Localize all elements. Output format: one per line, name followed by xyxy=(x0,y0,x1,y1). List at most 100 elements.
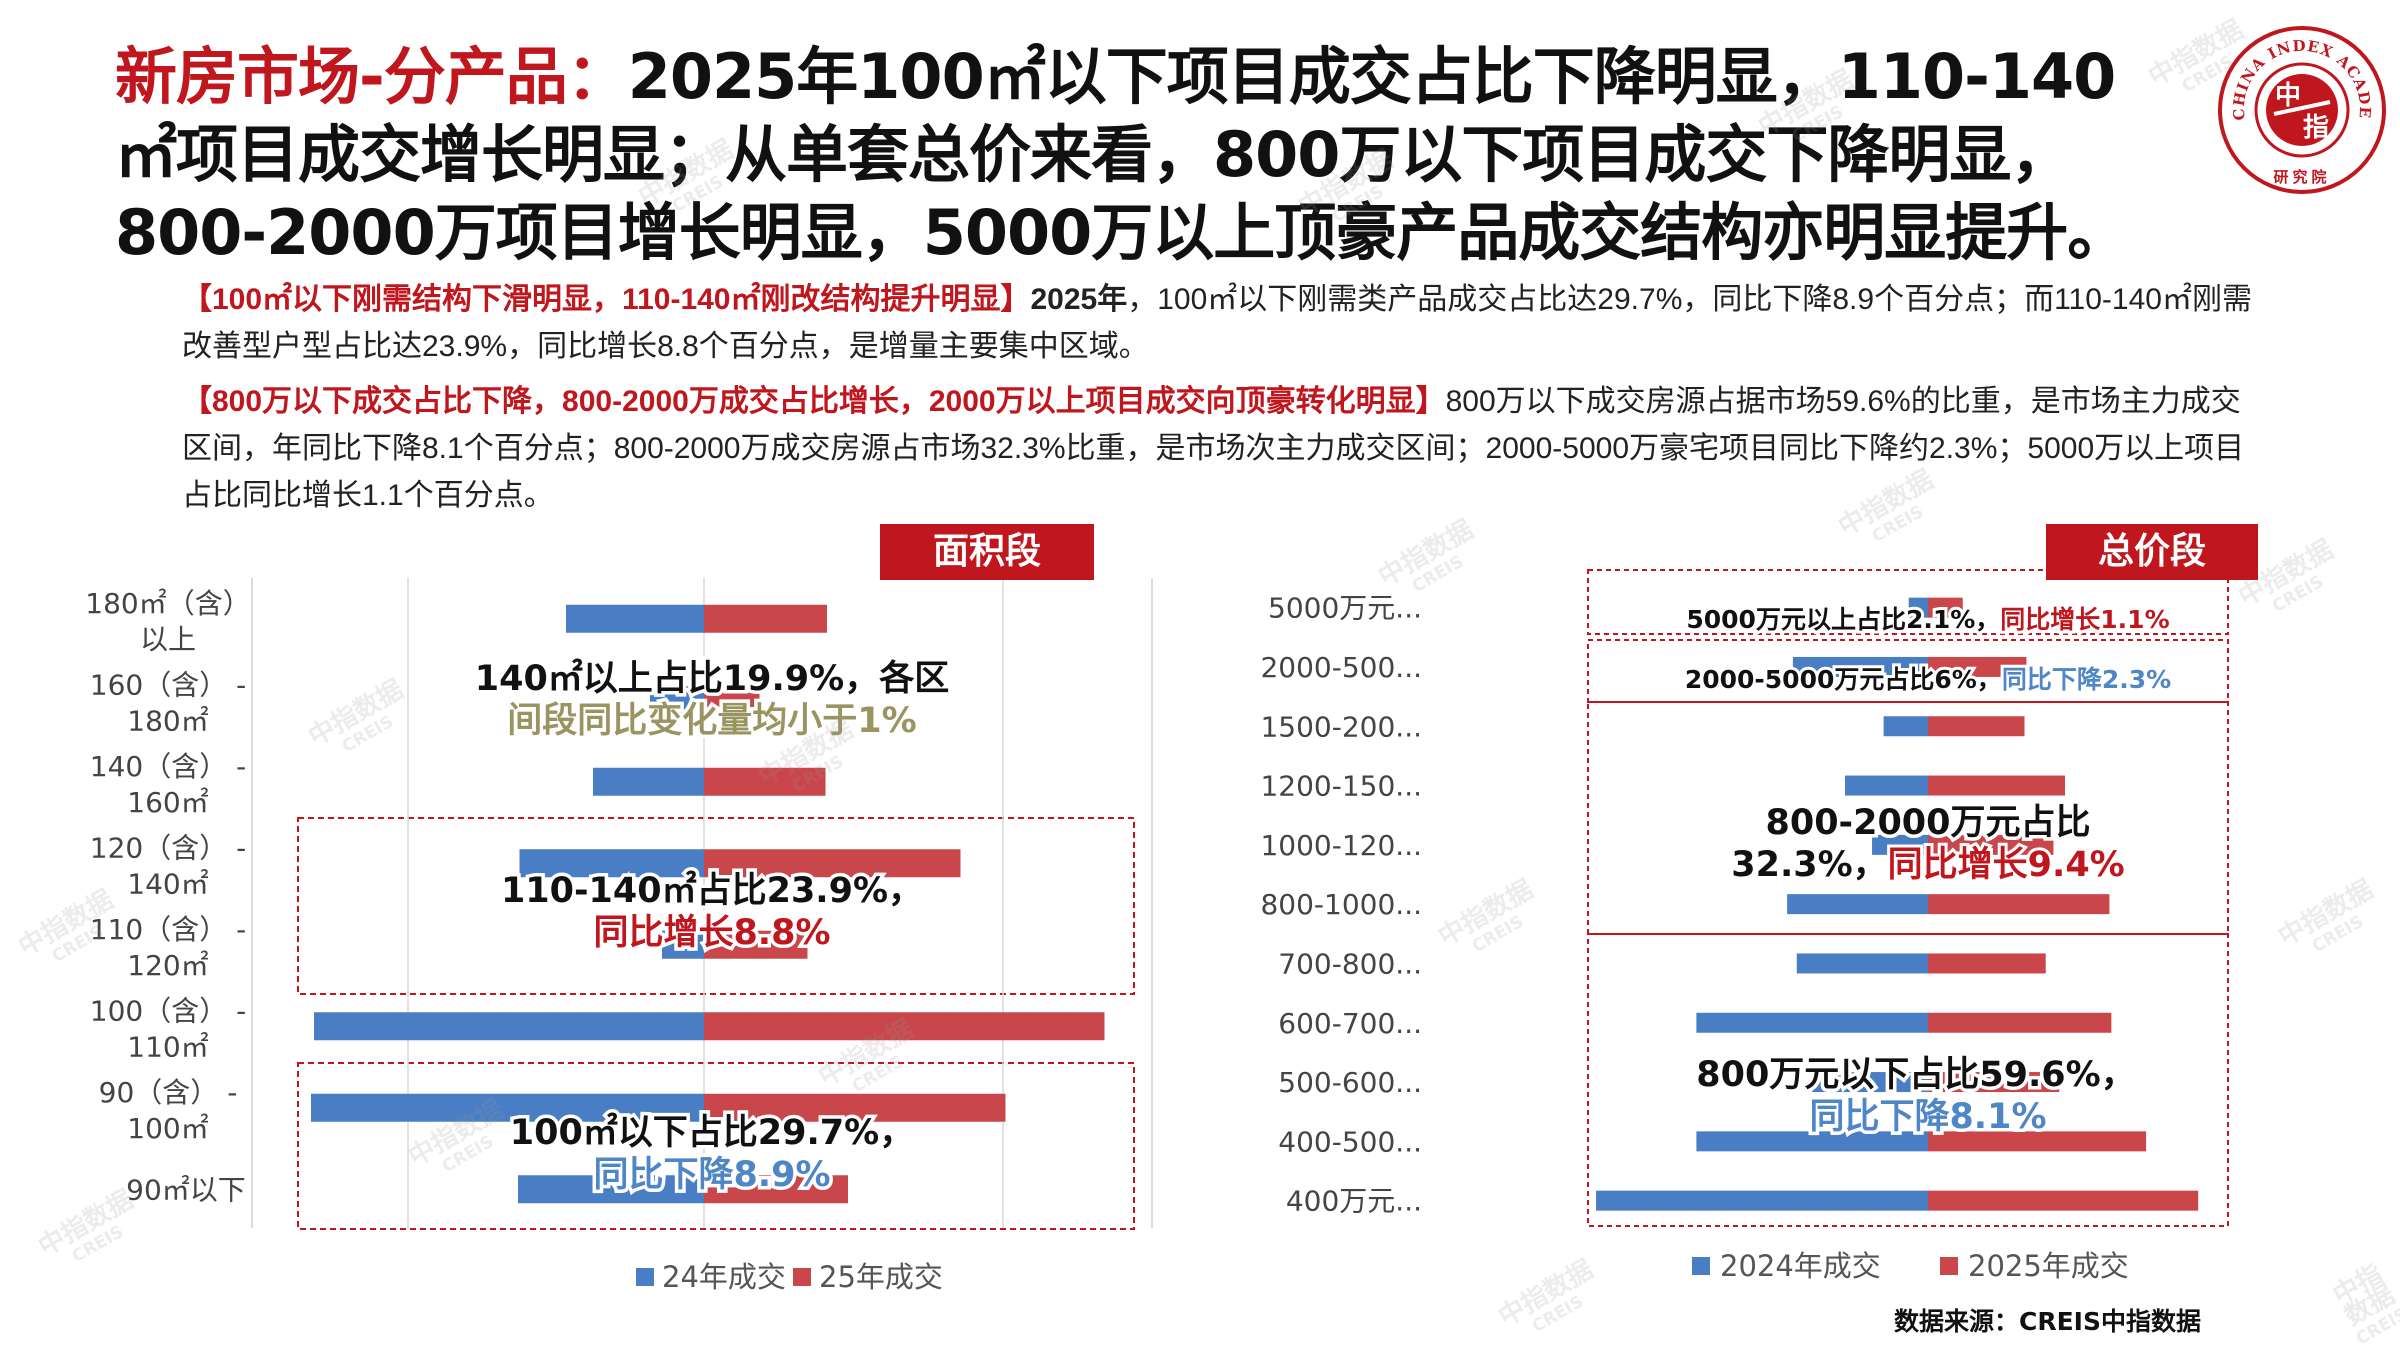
price-box-over-5000 xyxy=(1587,569,2229,635)
area-tick-label: 160（含） - xyxy=(90,668,246,701)
price-annotation-under-800: 同比下降8.1% xyxy=(1809,1097,2046,1137)
price-annotation-800-2000: 800-2000万元占比 xyxy=(1766,803,2091,843)
area-tick-label: 160㎡ xyxy=(127,786,208,819)
area-tick-label: 140㎡ xyxy=(127,867,208,900)
price-annotation-over-5000: 5000万元以上占比2.1%，同比增长1.1% xyxy=(1686,605,2169,634)
paragraph-area: 【100㎡以下刚需结构下滑明显，110-140㎡刚改结构提升明显】2025年，1… xyxy=(182,276,2262,370)
price-legend-label-2024: 2024年成交 xyxy=(1720,1249,1881,1283)
area-bar-2025 xyxy=(704,767,826,796)
china-index-academy-seal-icon: CHINA INDEX ACADEMY 中 指 研究院 xyxy=(2216,24,2386,194)
price-annotation-over-5000-part1: 5000万元以上占比2.1%， xyxy=(1686,605,2000,634)
area-annotation-under-100: 100㎡以下占比29.7%， xyxy=(510,1112,914,1153)
price-bar-2024 xyxy=(1696,1012,1928,1033)
area-tick-label: 180㎡（含） xyxy=(85,587,250,620)
price-bar-2024 xyxy=(1796,953,1928,974)
area-tick-label: 以上 xyxy=(140,623,196,656)
price-bar-2024 xyxy=(1908,597,1928,618)
price-annotation-over-5000-part2: 同比增长1.1% xyxy=(2000,605,2169,634)
area-bar-2024 xyxy=(650,686,704,715)
price-bar-2024 xyxy=(1883,716,1928,737)
price-tick-label: 700-800... xyxy=(1278,947,1422,980)
area-tick-label: 110（含） - xyxy=(90,913,246,946)
price-bar-2024 xyxy=(1845,775,1928,796)
paragraph-area-body: ，100㎡以下刚需类产品成交占比达29.7%，同比下降8.9个百分点；而110-… xyxy=(182,283,2252,363)
page-title-red: 新房市场-分产品： xyxy=(115,40,629,113)
price-annotation-2000-5000-part1: 2000-5000万元占比6%， xyxy=(1685,665,2002,694)
page-title: 新房市场-分产品：2025年100㎡以下项目成交占比下降明显，110-140㎡项… xyxy=(115,38,2175,272)
area-bar-2024 xyxy=(593,767,704,796)
price-legend-swatch-2024 xyxy=(1692,1257,1710,1275)
price-tick-label: 5000万元... xyxy=(1268,592,1422,625)
area-bar-2024 xyxy=(566,604,704,633)
price-legend-swatch-2025 xyxy=(1940,1257,1958,1275)
price-legend-label-2025: 2025年成交 xyxy=(1968,1249,2129,1283)
area-box-110-140 xyxy=(297,817,1135,995)
area-annotation-under-100: 同比下降8.9% xyxy=(593,1155,830,1195)
price-bar-2025 xyxy=(1928,656,2027,677)
area-bar-2025 xyxy=(704,930,808,959)
price-tick-label: 600-700... xyxy=(1278,1007,1422,1040)
price-box-under-800 xyxy=(1587,933,2229,1227)
area-box-under-100 xyxy=(297,1062,1135,1230)
area-tick-label: 110㎡ xyxy=(127,1030,208,1063)
price-bar-2025 xyxy=(1928,1072,2060,1093)
price-tick-label: 1000-120... xyxy=(1260,829,1422,862)
price-annotation-800-2000-line2-part1: 32.3%， xyxy=(1731,845,1887,885)
area-bar-2024 xyxy=(311,1093,704,1122)
paragraph-area-highlight: 【100㎡以下刚需结构下滑明显，110-140㎡刚改结构提升明显】 xyxy=(182,283,1031,316)
area-bar-2025 xyxy=(704,1175,848,1204)
area-bar-2025 xyxy=(704,1012,1105,1041)
paragraph-price-highlight: 【800万以下成交占比下降，800-2000万成交占比增长，2000万以上项目成… xyxy=(182,385,1446,418)
area-section-tag: 面积段 xyxy=(880,524,1094,580)
area-bar-2024 xyxy=(314,1012,704,1041)
price-bar-2025 xyxy=(1928,775,2066,796)
area-bar-2025 xyxy=(704,1093,1006,1122)
area-legend-label-2025: 25年成交 xyxy=(819,1260,943,1294)
area-bar-2025 xyxy=(704,849,961,878)
area-annotation-over-140: 140㎡以上占比19.9%，各区 xyxy=(475,658,949,699)
seal-top-char: 中 xyxy=(2275,81,2301,111)
price-bar-2024 xyxy=(1787,894,1928,915)
price-bar-2024 xyxy=(1812,1072,1928,1093)
paragraph-area-year: 2025年 xyxy=(1030,283,1128,316)
area-tick-label: 140（含） - xyxy=(90,750,246,783)
price-annotation-under-800: 800万元以下占比59.6%， xyxy=(1696,1055,2135,1095)
area-bar-2024 xyxy=(519,849,704,878)
area-legend-label-2024: 24年成交 xyxy=(662,1260,786,1294)
area-tick-label: 100（含） - xyxy=(90,994,246,1027)
area-bar-2025 xyxy=(704,686,760,715)
price-section-tag: 总价段 xyxy=(2046,524,2258,580)
page-title-main: 2025年100㎡以下项目成交占比下降明显，110-140㎡项目成交增长明显；从… xyxy=(115,40,2129,269)
price-bar-2025 xyxy=(1928,953,2046,974)
price-tick-label: 1200-150... xyxy=(1260,770,1422,803)
price-bar-2025 xyxy=(1928,894,2110,915)
price-bar-2025 xyxy=(1928,1131,2147,1152)
seal-bottom-text: 研究院 xyxy=(2273,168,2330,186)
price-bar-2025 xyxy=(1928,1012,2112,1033)
price-annotation-800-2000-line2-part2: 同比增长9.4% xyxy=(1888,845,2125,885)
area-annotation-110-140: 同比增长8.8% xyxy=(593,913,830,953)
price-tick-label: 2000-500... xyxy=(1260,651,1422,684)
area-tick-label: 120（含） - xyxy=(90,831,246,864)
price-bar-2025 xyxy=(1928,834,2054,855)
price-bar-2024 xyxy=(1696,1131,1928,1152)
price-annotation-800-2000-line2: 32.3%，同比增长9.4% xyxy=(1731,845,2125,885)
area-bar-2025 xyxy=(704,604,827,633)
price-tick-label: 400-500... xyxy=(1278,1125,1422,1158)
area-legend-swatch-2024 xyxy=(636,1268,654,1286)
area-annotation-over-140: 间段同比变化量均小于1% xyxy=(507,700,916,741)
price-tick-label: 800-1000... xyxy=(1260,888,1422,921)
area-bar-2024 xyxy=(518,1175,704,1204)
seal-bottom-char: 指 xyxy=(2303,113,2329,143)
price-bar-2024 xyxy=(1792,656,1928,677)
paragraph-price: 【800万以下成交占比下降，800-2000万成交占比增长，2000万以上项目成… xyxy=(182,378,2262,519)
paragraph-price-body: 800万以下成交房源占据市场59.6%的比重，是市场主力成交区间，年同比下降8.… xyxy=(182,385,2245,512)
area-tick-label: 90㎡以下 xyxy=(126,1173,246,1206)
area-tick-label: 90（含） - xyxy=(99,1076,238,1109)
price-tick-label: 400万元... xyxy=(1286,1185,1422,1218)
price-tick-label: 1500-200... xyxy=(1260,710,1422,743)
area-tick-label: 100㎡ xyxy=(127,1112,208,1145)
area-bar-2024 xyxy=(662,930,704,959)
area-annotation-110-140: 110-140㎡占比23.9%， xyxy=(501,870,923,911)
